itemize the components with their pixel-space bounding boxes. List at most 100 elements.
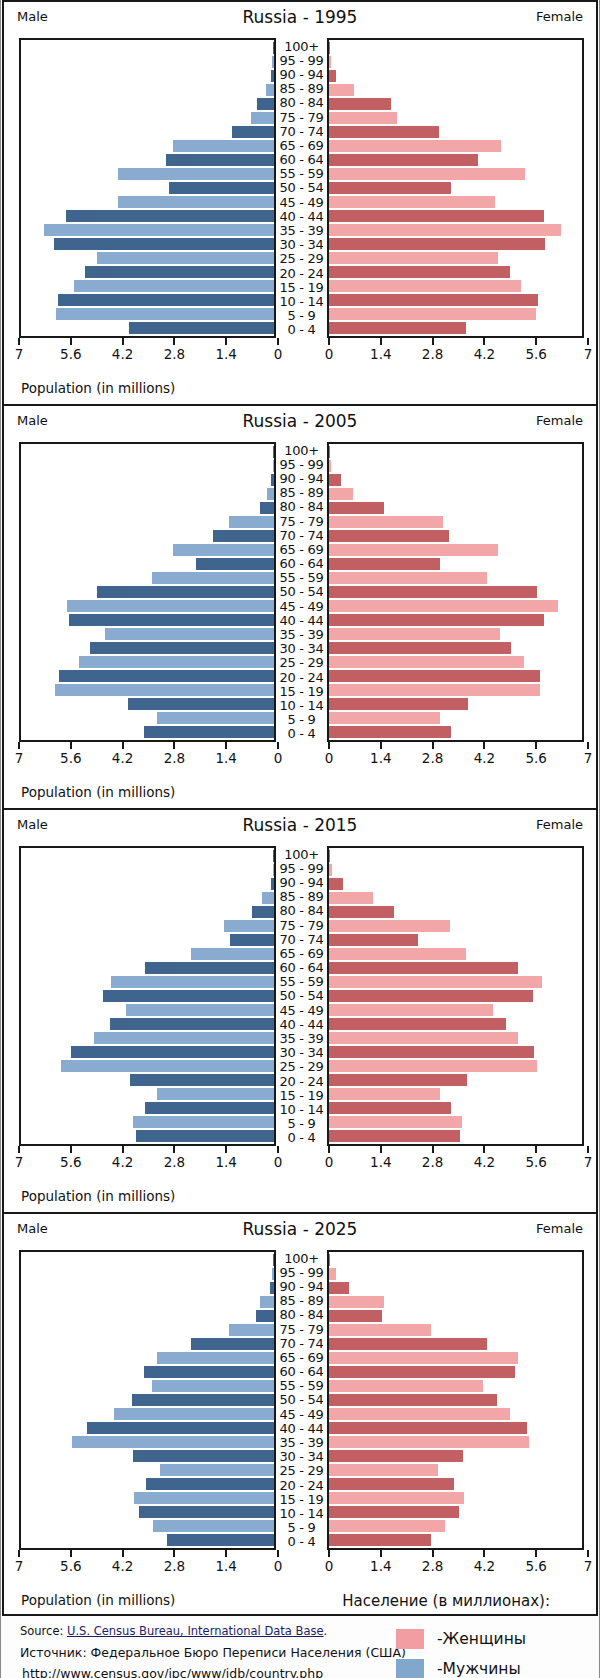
axis-tick-label: 4.2	[474, 1558, 495, 1574]
axis-tick-mark	[173, 1146, 175, 1153]
female-bar	[329, 84, 354, 96]
male-bar-row	[21, 153, 274, 167]
female-bar-row	[329, 209, 582, 223]
male-bar	[229, 1324, 274, 1336]
axis-tick-label: 0	[274, 1154, 283, 1170]
age-label: 50 - 54	[276, 585, 327, 599]
axis-tick-label: 2.8	[422, 750, 443, 766]
female-bar	[329, 948, 466, 960]
axis-tick-label: 7	[15, 1558, 24, 1574]
axis-tick-mark	[173, 742, 175, 749]
female-bar-row	[329, 321, 582, 335]
female-bar	[329, 140, 502, 152]
axis-tick-label: 5.6	[60, 1154, 81, 1170]
male-bar-row	[21, 487, 274, 501]
male-bar	[152, 572, 275, 584]
female-bar-row	[329, 473, 582, 487]
axis-tick-mark	[122, 742, 124, 749]
age-label: 30 - 34	[276, 1046, 327, 1060]
male-bar	[130, 1074, 275, 1086]
male-bar	[54, 238, 275, 250]
age-label: 15 - 19	[276, 684, 327, 698]
female-bar	[329, 1310, 383, 1322]
male-bar	[72, 1436, 274, 1448]
axis-tick-mark	[122, 1146, 124, 1153]
age-label: 25 - 29	[276, 1060, 327, 1074]
female-bar	[329, 1506, 459, 1518]
panel-header: Male Female Russia - 1995	[4, 2, 596, 36]
axis-tick-mark	[483, 1550, 485, 1557]
axis-tick-label: 2.8	[422, 346, 443, 362]
axis-tick-mark	[328, 1550, 330, 1557]
female-bar	[329, 1352, 519, 1364]
male-bar-row	[21, 1281, 274, 1295]
age-label: 55 - 59	[276, 571, 327, 585]
male-bar-row	[21, 1421, 274, 1435]
legend-title-russian: Население (в миллионах):	[342, 1592, 550, 1610]
axis-tick-mark	[587, 742, 589, 749]
female-bar-row	[329, 1295, 582, 1309]
axis-tick-label: 1.4	[215, 1558, 236, 1574]
axis-tick-label: 1.4	[215, 1154, 236, 1170]
male-bar-row	[21, 627, 274, 641]
axis-tick-label: 7	[584, 346, 593, 362]
female-bar	[329, 322, 466, 334]
female-bar	[329, 1116, 462, 1128]
source-label: Source:	[20, 1624, 67, 1638]
female-bar	[329, 684, 540, 696]
female-bar-row	[329, 1365, 582, 1379]
age-label: 45 - 49	[276, 1003, 327, 1017]
axis-tick-mark	[173, 338, 175, 345]
axis-tick-mark	[432, 1146, 434, 1153]
x-axis-title: Population (in millions)	[21, 784, 175, 800]
male-bar	[157, 1088, 274, 1100]
female-bar	[329, 1102, 451, 1114]
male-bar	[169, 182, 275, 194]
male-plot	[19, 1250, 276, 1550]
age-label: 20 - 24	[276, 266, 327, 280]
male-bar	[61, 1060, 274, 1072]
age-label: 100+	[276, 443, 327, 457]
female-bar	[329, 1422, 527, 1434]
axis-tick-label: 2.8	[164, 346, 185, 362]
pyramid-panel-1995: Male Female Russia - 1995 100+95 - 9990 …	[2, 0, 598, 404]
male-bar	[105, 628, 275, 640]
x-axis-title: Population (in millions)	[21, 1592, 175, 1608]
female-bar	[329, 864, 332, 876]
female-tick-strip: 01.42.84.25.67	[329, 338, 588, 364]
male-bar	[271, 474, 274, 486]
male-bar-row	[21, 1295, 274, 1309]
male-bar-row	[21, 1087, 274, 1101]
axis-tick-mark	[380, 1146, 382, 1153]
axis-tick-label: 1.4	[370, 1154, 391, 1170]
age-label: 50 - 54	[276, 989, 327, 1003]
female-bar	[329, 1046, 534, 1058]
female-bar	[329, 1088, 440, 1100]
legend: -Женщины -Мужчины	[396, 1629, 526, 1678]
female-bar-row	[329, 697, 582, 711]
male-bar	[74, 280, 274, 292]
female-bar-row	[329, 1407, 582, 1421]
female-bar-row	[329, 571, 582, 585]
axis-tick-mark	[432, 742, 434, 749]
male-bar-row	[21, 293, 274, 307]
axis-tick-label: 5.6	[60, 346, 81, 362]
female-bar	[329, 962, 518, 974]
male-bar	[59, 670, 274, 682]
source-link[interactable]: U.S. Census Bureau, International Data B…	[67, 1624, 324, 1638]
male-bar	[256, 1310, 274, 1322]
axis-tick-mark	[277, 1146, 279, 1153]
age-label: 10 - 14	[276, 294, 327, 308]
axis-tick-mark	[225, 742, 227, 749]
age-label: 90 - 94	[276, 471, 327, 485]
male-bar-row	[21, 223, 274, 237]
male-bar	[144, 726, 274, 738]
age-label: 0 - 4	[276, 1535, 327, 1549]
female-bar-row	[329, 41, 582, 55]
male-bar	[173, 544, 275, 556]
male-bar-row	[21, 1309, 274, 1323]
age-label: 80 - 84	[276, 500, 327, 514]
female-bar	[329, 1478, 454, 1490]
male-bar	[58, 294, 274, 306]
female-plot	[327, 442, 584, 742]
